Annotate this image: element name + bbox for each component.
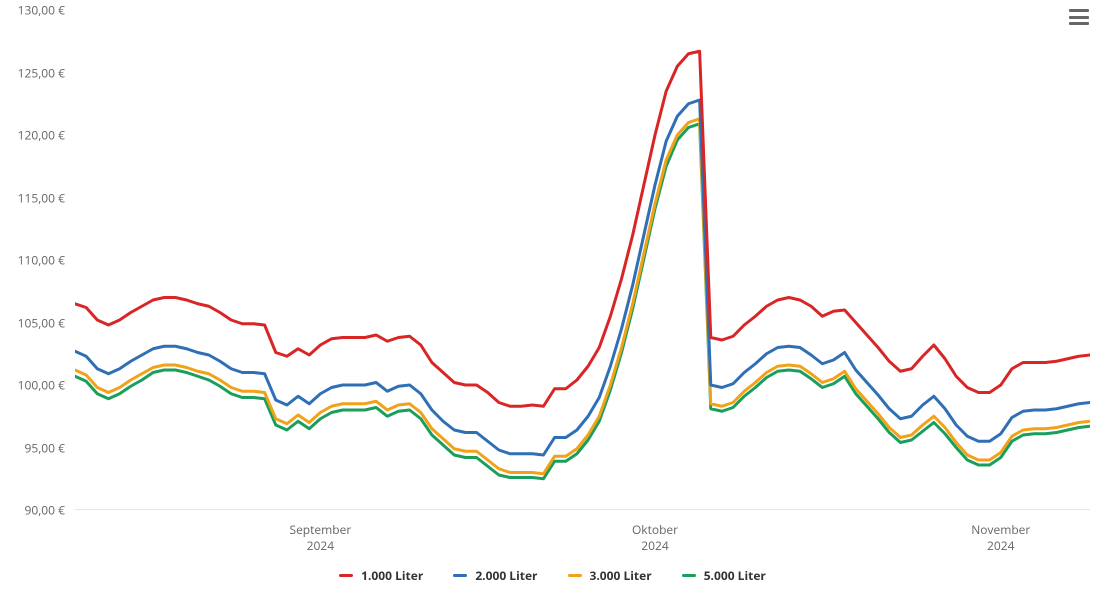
legend-item[interactable]: 2.000 Liter — [453, 567, 537, 584]
legend-swatch — [339, 574, 353, 577]
legend-label: 5.000 Liter — [704, 567, 766, 584]
legend-item[interactable]: 3.000 Liter — [568, 567, 652, 584]
y-axis-tick-label: 110,00 € — [0, 252, 65, 269]
legend-label: 1.000 Liter — [361, 567, 423, 584]
y-axis-tick-label: 125,00 € — [0, 64, 65, 81]
legend-swatch — [682, 574, 696, 577]
x-axis-tick-label: November2024 — [971, 522, 1030, 554]
series-line[interactable] — [75, 51, 1090, 406]
legend-swatch — [568, 574, 582, 577]
plot-area — [75, 10, 1090, 510]
y-axis-tick-label: 90,00 € — [0, 502, 65, 519]
price-chart: 90,00 € 95,00 € 100,00 € 105,00 € 110,00 € 11… — [0, 0, 1105, 602]
y-axis-tick-label: 130,00 € — [0, 2, 65, 19]
y-axis-tick-label: 95,00 € — [0, 439, 65, 456]
y-axis-tick-label: 120,00 € — [0, 127, 65, 144]
x-axis-tick-label: September2024 — [289, 522, 351, 554]
x-axis-tick-label: Oktober2024 — [632, 522, 678, 554]
y-axis-tick-label: 105,00 € — [0, 314, 65, 331]
y-axis-tick-label: 100,00 € — [0, 377, 65, 394]
chart-legend: 1.000 Liter 2.000 Liter 3.000 Liter 5.000 L… — [0, 567, 1105, 584]
legend-item[interactable]: 1.000 Liter — [339, 567, 423, 584]
legend-label: 2.000 Liter — [475, 567, 537, 584]
series-line[interactable] — [75, 119, 1090, 474]
series-line[interactable] — [75, 100, 1090, 455]
y-axis-tick-label: 115,00 € — [0, 189, 65, 206]
legend-label: 3.000 Liter — [590, 567, 652, 584]
legend-swatch — [453, 574, 467, 577]
legend-item[interactable]: 5.000 Liter — [682, 567, 766, 584]
